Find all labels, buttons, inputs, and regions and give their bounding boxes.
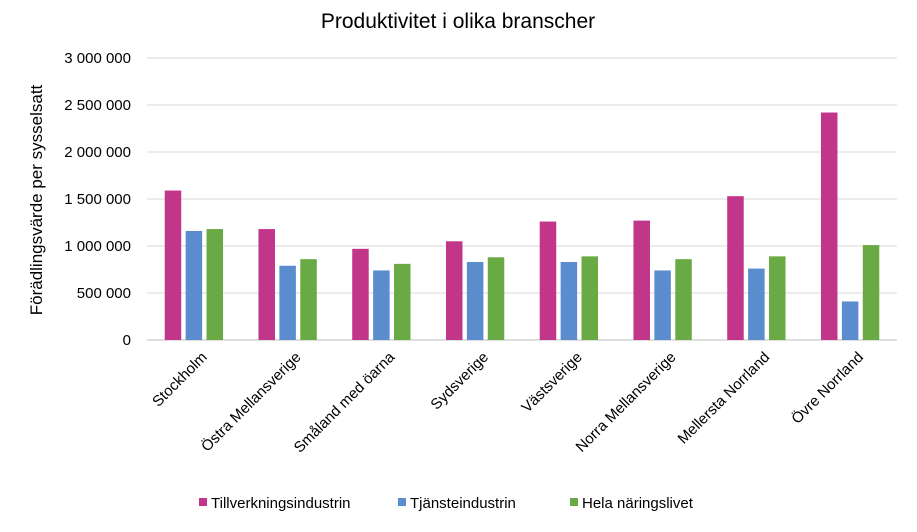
bar [633, 220, 650, 340]
bar [862, 245, 880, 340]
x-tick-label: Övre Norrland [788, 348, 867, 427]
bar [206, 229, 224, 340]
bar [581, 256, 599, 340]
bar [675, 259, 692, 340]
bar [258, 229, 275, 340]
x-tick-label: Östra Mellansverige [197, 348, 304, 455]
bar [279, 265, 296, 340]
legend: Tillverkningsindustrin Tjänsteindustrin He… [199, 495, 694, 512]
bar [487, 257, 505, 340]
x-tick-label: Mellersta Norrland [675, 349, 774, 448]
legend-label: Tillverkningsindustrin [211, 495, 351, 512]
chart-title: Produktivitet i olika branscher [321, 10, 595, 33]
legend-item: Hela näringslivet [570, 495, 694, 512]
legend-swatch [199, 498, 207, 506]
y-tick-label: 500 000 [77, 285, 131, 302]
y-axis-label: Förädlingsvärde per sysselsatt [27, 84, 46, 315]
legend-label: Hela näringslivet [582, 495, 694, 512]
legend-label: Tjänsteindustrin [410, 495, 516, 512]
bar [466, 261, 484, 340]
bar [820, 112, 838, 341]
y-tick-label: 1 500 000 [64, 191, 131, 208]
y-tick-label: 3 000 000 [64, 50, 131, 67]
bar [654, 270, 671, 340]
y-tick-label: 2 000 000 [64, 144, 131, 161]
bar [727, 196, 744, 340]
bar [300, 259, 317, 340]
legend-swatch [570, 498, 578, 506]
x-tick-label: Västsverige [518, 349, 585, 416]
bar [352, 248, 369, 340]
bar [185, 230, 203, 340]
bar [539, 221, 557, 340]
bar [445, 241, 463, 340]
x-tick-label: Småland med öarna [291, 348, 399, 456]
bar [560, 261, 578, 340]
x-tick-label: Norra Mellansverige [573, 349, 680, 456]
bar [394, 263, 411, 340]
bar [748, 268, 765, 340]
legend-item: Tjänsteindustrin [398, 495, 516, 512]
bar [164, 190, 182, 340]
y-axis-ticks: 0 500 000 1 000 000 1 500 000 2 000 000 2 500… [64, 50, 131, 349]
y-tick-label: 1 000 000 [64, 238, 131, 255]
bar [373, 270, 390, 340]
bar [769, 256, 786, 340]
legend-item: Tillverkningsindustrin [199, 495, 351, 512]
x-tick-label: Stockholm [149, 349, 211, 411]
y-tick-label: 2 500 000 [64, 97, 131, 114]
x-tick-label: Sydsverige [427, 349, 491, 413]
bars [164, 112, 880, 341]
legend-swatch [398, 498, 406, 506]
y-tick-label: 0 [123, 332, 131, 349]
bar [841, 301, 859, 340]
